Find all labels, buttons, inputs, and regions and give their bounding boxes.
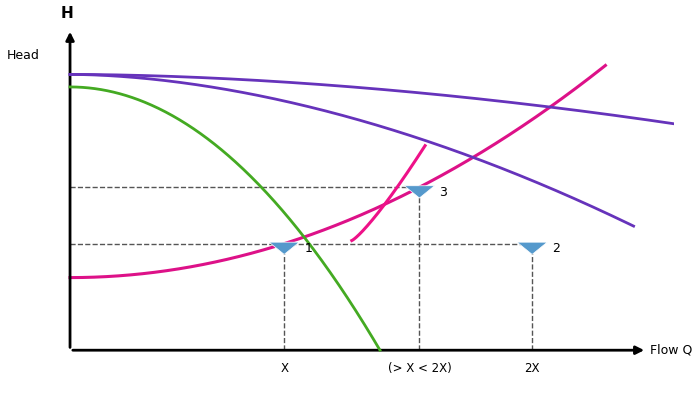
Text: 3: 3 — [440, 186, 447, 199]
Polygon shape — [405, 186, 435, 198]
Text: (> X < 2X): (> X < 2X) — [388, 362, 452, 375]
Polygon shape — [517, 242, 547, 254]
Polygon shape — [269, 242, 300, 254]
Text: 2: 2 — [552, 242, 560, 255]
Text: 1: 1 — [304, 242, 312, 255]
Text: Head: Head — [6, 48, 39, 62]
Text: 2X: 2X — [524, 362, 540, 375]
Text: Flow Q: Flow Q — [650, 344, 693, 357]
Text: H: H — [60, 6, 73, 21]
Text: X: X — [280, 362, 288, 375]
